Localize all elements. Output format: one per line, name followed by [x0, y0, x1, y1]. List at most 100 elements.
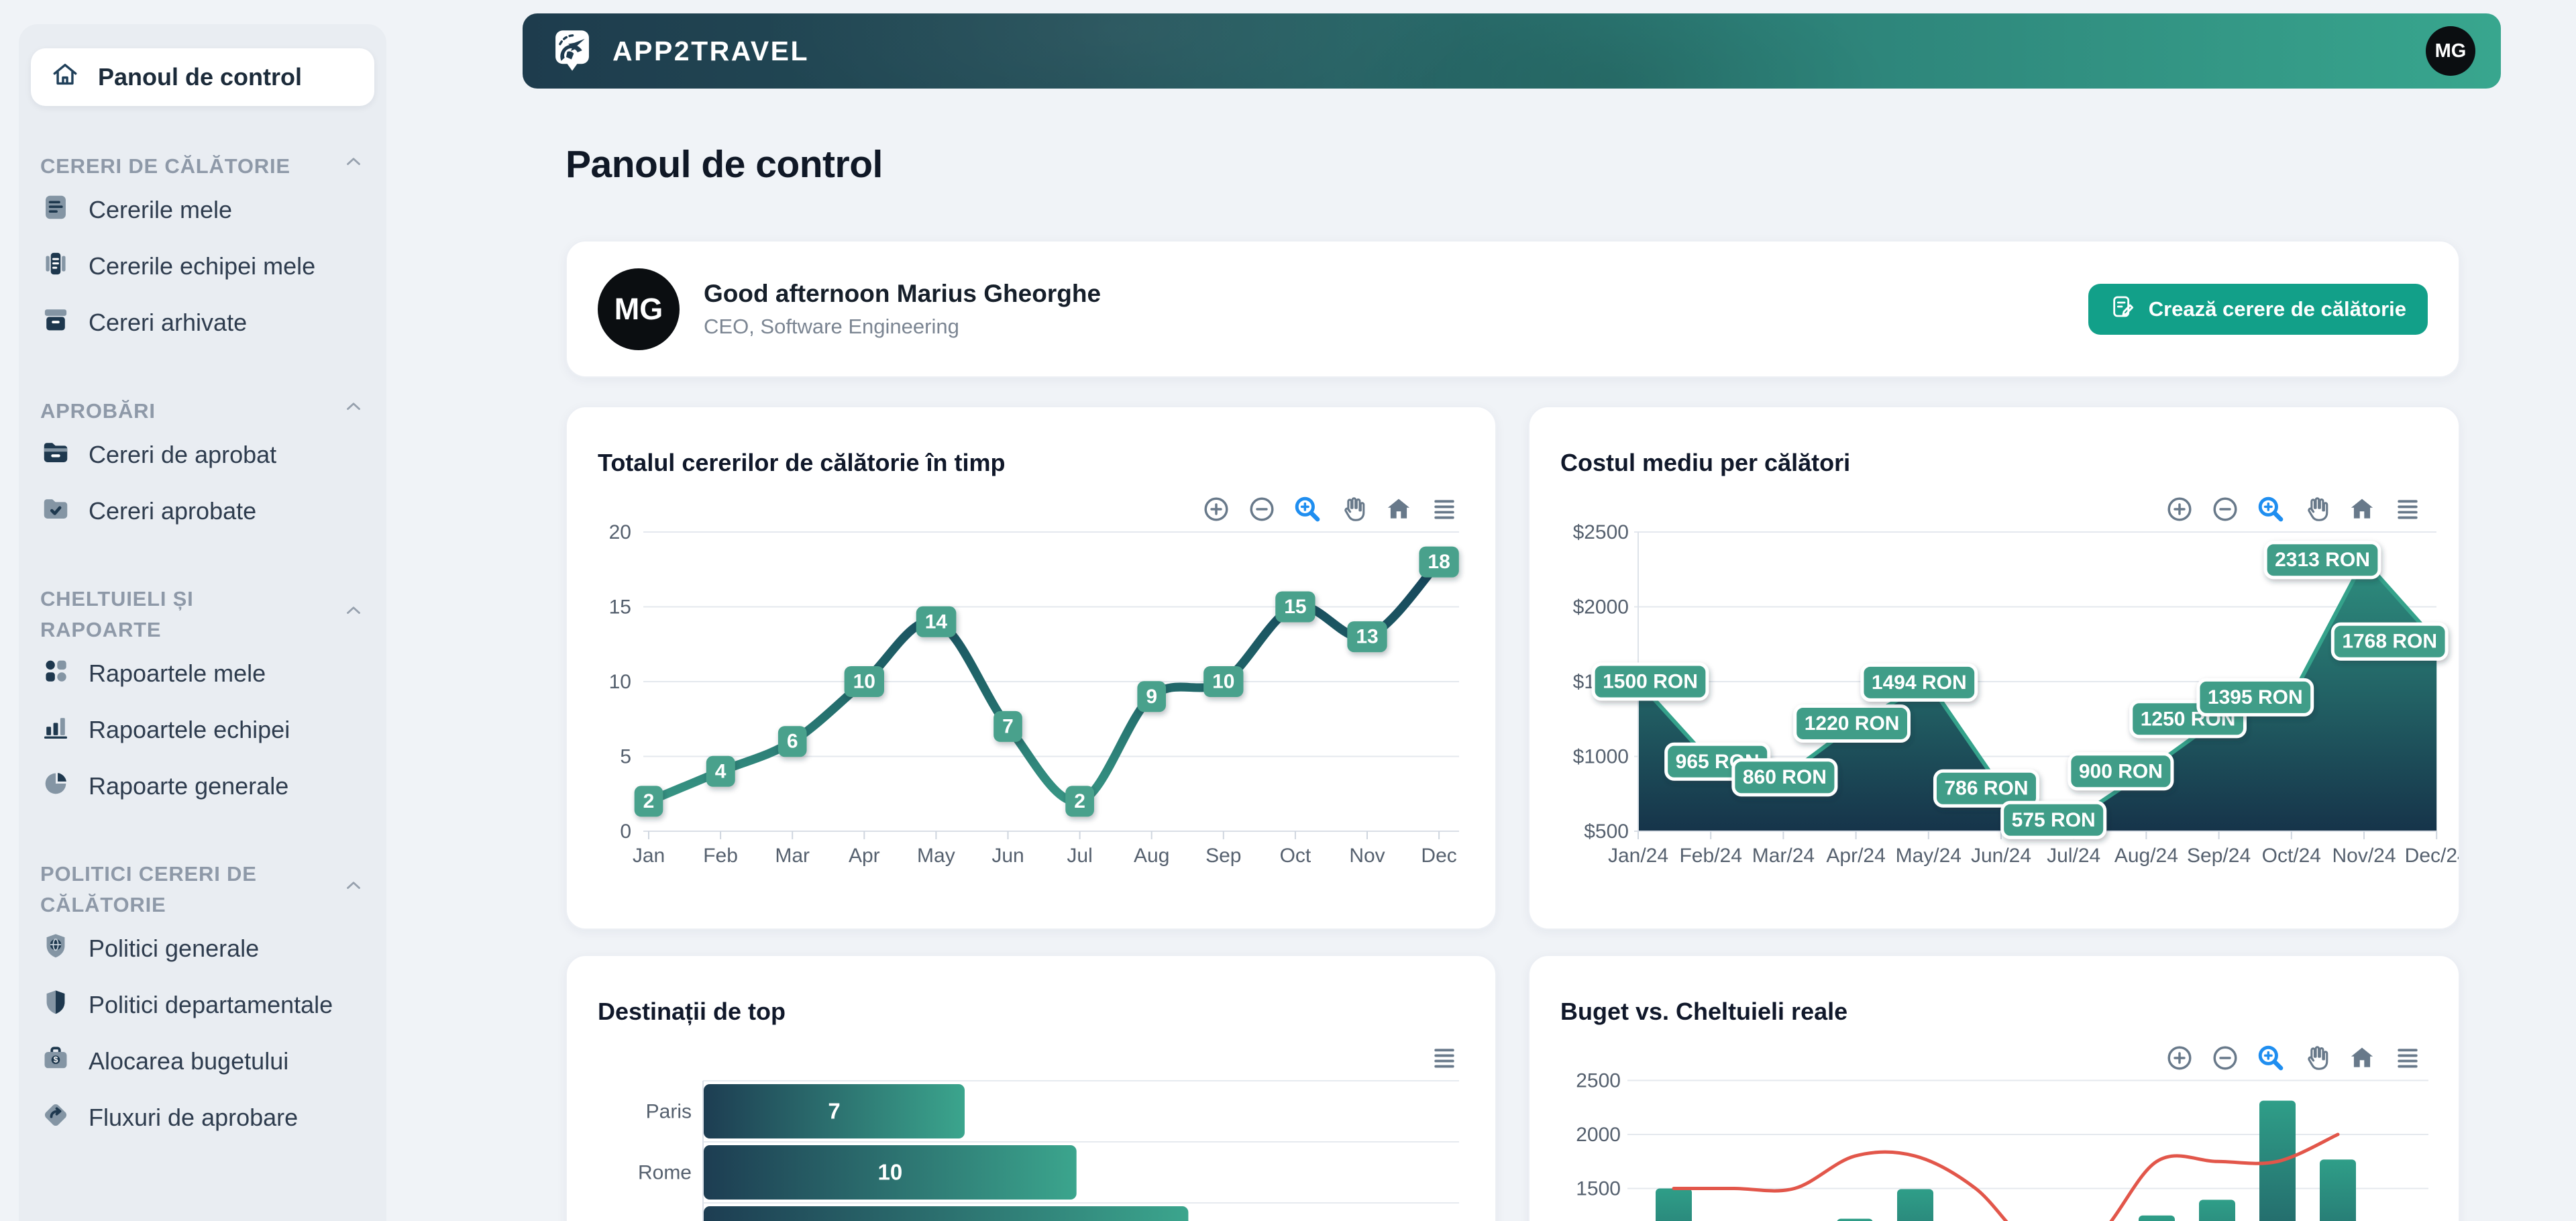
chart-title: Buget vs. Cheltuieli reale	[1560, 998, 1848, 1025]
section-header-travel-requests[interactable]: CERERI DE CĂLĂTORIE	[19, 150, 386, 182]
home-icon[interactable]	[1384, 494, 1413, 524]
section-title: CHELTUIELI ȘI RAPOARTE	[40, 587, 194, 641]
box-zoom-icon[interactable]	[2256, 1043, 2286, 1073]
user-avatar[interactable]: MG	[2426, 26, 2475, 76]
svg-text:1494 RON: 1494 RON	[1872, 672, 1967, 694]
sidebar-item-label: Alocarea bugetului	[89, 1047, 289, 1075]
zoom-out-icon[interactable]	[2210, 494, 2240, 524]
sidebar-item-requests-to-approve[interactable]: Cereri de aprobat	[19, 427, 386, 483]
svg-text:$2000: $2000	[1573, 596, 1629, 619]
page-title: Panoul de control	[566, 143, 883, 186]
svg-text:Oct/24: Oct/24	[2262, 845, 2321, 867]
svg-text:14: 14	[925, 610, 948, 633]
svg-text:900 RON: 900 RON	[2079, 760, 2163, 782]
sidebar-item-team-reports[interactable]: Rapoartele echipei	[19, 702, 386, 758]
pie-chart-icon	[40, 768, 71, 805]
pan-icon[interactable]	[2302, 1043, 2331, 1073]
home-icon[interactable]	[2347, 494, 2377, 524]
svg-text:7: 7	[828, 1099, 840, 1124]
svg-text:$500: $500	[1584, 820, 1629, 843]
pan-icon[interactable]	[1338, 494, 1368, 524]
archive-icon	[40, 305, 71, 341]
svg-text:10: 10	[1212, 671, 1234, 693]
sidebar-item-label: Cererile mele	[89, 196, 233, 223]
top-destinations-bar-chart[interactable]: Paris 7 Rome 10	[567, 956, 1497, 1221]
sidebar-item-label: Cereri aprobate	[89, 497, 257, 525]
svg-text:Jun/24: Jun/24	[1971, 845, 2031, 867]
svg-text:6: 6	[787, 731, 798, 753]
svg-text:Dec: Dec	[1421, 845, 1456, 867]
requests-over-time-line-chart[interactable]: 0 5 10 15 20 Jan Feb Mar Apr May Jun Jul Aug Sep Oct No…	[567, 407, 1497, 930]
section-header-approvals[interactable]: APROBĂRI	[19, 395, 386, 427]
chevron-up-icon	[342, 874, 365, 906]
section-header-travel-policies[interactable]: POLITICI CERERI DE CĂLĂTORIE	[19, 859, 386, 920]
chart-card-requests-over-time: Totalul cererilor de călătorie în timp 0…	[566, 406, 1497, 930]
chart-title: Totalul cererilor de călătorie în timp	[598, 449, 1006, 476]
sidebar-item-label: Cereri arhivate	[89, 309, 248, 336]
menu-icon[interactable]	[2393, 494, 2422, 524]
svg-text:1395 RON: 1395 RON	[2208, 686, 2303, 708]
greeting-card: MG Good afternoon Marius Gheorghe CEO, S…	[566, 240, 2460, 378]
team-documents-icon	[40, 248, 71, 285]
chart-toolbar	[2165, 1043, 2422, 1073]
chart-toolbar	[1430, 1043, 1459, 1073]
zoom-in-icon[interactable]	[2165, 1043, 2194, 1073]
sidebar-item-my-requests[interactable]: Cererile mele	[19, 182, 386, 238]
chart-toolbar	[2165, 494, 2422, 524]
svg-text:Oct: Oct	[1280, 845, 1311, 867]
menu-icon[interactable]	[1430, 1043, 1459, 1073]
sidebar-item-label: Rapoartele mele	[89, 659, 266, 687]
sidebar-item-team-requests[interactable]: Cererile echipei mele	[19, 238, 386, 295]
menu-icon[interactable]	[1430, 494, 1459, 524]
svg-text:575 RON: 575 RON	[2012, 809, 2096, 831]
budget-vs-actual-chart[interactable]: 1500 2000 2500	[1529, 956, 2460, 1221]
sidebar-item-general-policies[interactable]: Politici generale	[19, 920, 386, 977]
section-title: APROBĂRI	[40, 399, 156, 423]
sidebar-section-expenses-reports: CHELTUIELI ȘI RAPOARTE Rapoartele mele R…	[19, 584, 386, 814]
top-header-bar: APP2TRAVEL MG	[523, 13, 2501, 89]
svg-text:Jul: Jul	[1067, 845, 1092, 867]
sidebar-item-my-reports[interactable]: Rapoartele mele	[19, 645, 386, 702]
svg-text:20: 20	[609, 521, 631, 543]
svg-text:1500: 1500	[1576, 1178, 1621, 1200]
svg-text:2: 2	[643, 790, 655, 812]
svg-text:15: 15	[609, 596, 631, 619]
svg-text:$1000: $1000	[1573, 746, 1629, 768]
sidebar-item-dashboard[interactable]: Panoul de control	[31, 48, 374, 106]
sidebar-item-general-reports[interactable]: Rapoarte generale	[19, 758, 386, 814]
sidebar-item-label: Cereri de aprobat	[89, 441, 277, 468]
sidebar-item-approval-workflows[interactable]: Fluxuri de aprobare	[19, 1090, 386, 1146]
sidebar-section-approvals: APROBĂRI Cereri de aprobat Cereri aproba…	[19, 395, 386, 539]
svg-text:5: 5	[620, 746, 631, 768]
average-cost-area-chart[interactable]: $500$1000$1500$2000$2500Jan/24Feb/24Mar/…	[1529, 407, 2460, 930]
svg-text:2: 2	[1074, 790, 1085, 812]
greeting-title: Good afternoon Marius Gheorghe	[704, 279, 1102, 307]
sidebar-item-department-policies[interactable]: Politici departamentale	[19, 977, 386, 1033]
svg-text:786 RON: 786 RON	[1944, 778, 2028, 800]
sidebar-item-budget-allocation[interactable]: $ Alocarea bugetului	[19, 1033, 386, 1090]
svg-text:Sep: Sep	[1205, 845, 1241, 867]
svg-text:10: 10	[609, 671, 631, 693]
svg-text:Jan/24: Jan/24	[1608, 845, 1668, 867]
svg-text:4: 4	[715, 760, 727, 782]
pan-icon[interactable]	[2302, 494, 2331, 524]
sidebar-item-archived-requests[interactable]: Cereri arhivate	[19, 295, 386, 351]
zoom-in-icon[interactable]	[2165, 494, 2194, 524]
create-travel-request-button[interactable]: Crează cerere de călătorie	[2088, 283, 2428, 335]
menu-icon[interactable]	[2393, 1043, 2422, 1073]
chart-title: Destinații de top	[598, 998, 786, 1025]
svg-text:0: 0	[620, 820, 631, 843]
sidebar: Panoul de control CERERI DE CĂLĂTORIE Ce…	[19, 24, 386, 1221]
box-zoom-icon[interactable]	[1293, 494, 1322, 524]
zoom-in-icon[interactable]	[1201, 494, 1231, 524]
svg-text:May/24: May/24	[1896, 845, 1962, 867]
svg-text:May: May	[917, 845, 955, 867]
zoom-out-icon[interactable]	[1247, 494, 1277, 524]
create-request-label: Crează cerere de călătorie	[2148, 297, 2406, 321]
sidebar-item-approved-requests[interactable]: Cereri aprobate	[19, 483, 386, 539]
zoom-out-icon[interactable]	[2210, 1043, 2240, 1073]
box-zoom-icon[interactable]	[2256, 494, 2286, 524]
section-header-expenses-reports[interactable]: CHELTUIELI ȘI RAPOARTE	[19, 584, 386, 645]
chart-title: Costul mediu per călători	[1560, 449, 1851, 476]
home-icon[interactable]	[2347, 1043, 2377, 1073]
